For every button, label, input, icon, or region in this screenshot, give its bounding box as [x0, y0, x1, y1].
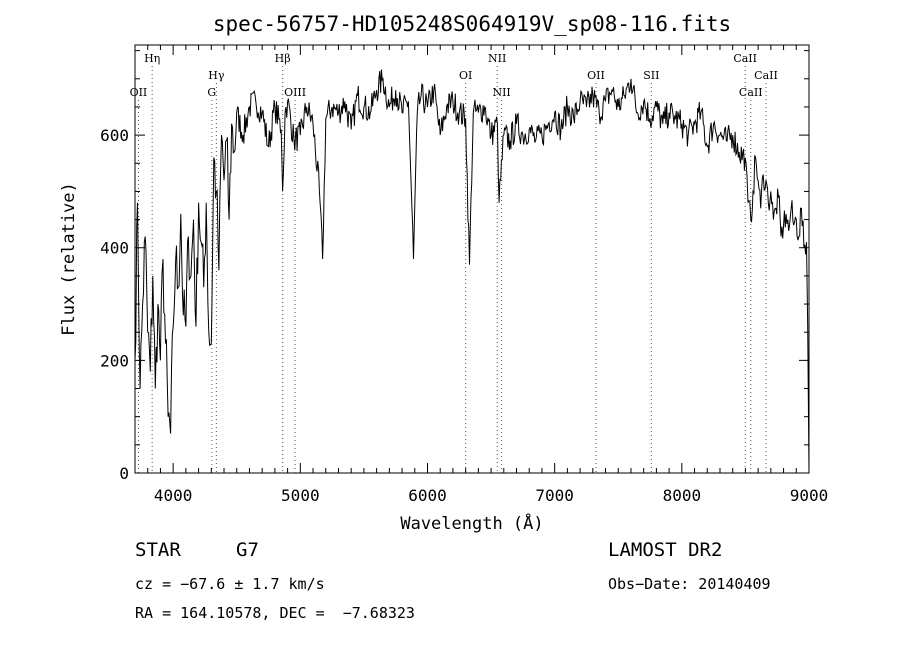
y-tick-label: 400: [100, 239, 129, 258]
line-marker-label: NII: [492, 86, 510, 99]
object-subclass: G7: [236, 539, 259, 561]
line-marker-label: SII: [643, 69, 659, 82]
survey-name: LAMOST DR2: [608, 539, 723, 561]
line-marker-label: G: [207, 86, 216, 99]
obs-date: Obs−Date: 20140409: [608, 575, 771, 593]
line-marker-label: OI: [459, 69, 472, 82]
redshift-readout: cz = −67.6 ± 1.7 km/s: [135, 575, 325, 593]
line-markers: OII Hη G Hγ Hβ OIII OI NII NII OII SII CaII CaII CaII: [130, 52, 778, 473]
line-marker-label: CaII: [733, 52, 757, 65]
y-tick-label: 200: [100, 351, 129, 370]
line-marker-label: CaII: [739, 86, 763, 99]
series-line-flux: [134, 69, 810, 474]
x-tick-label: 7000: [535, 486, 574, 505]
line-marker-label: OII: [587, 69, 605, 82]
x-tick-label: 4000: [154, 486, 193, 505]
line-marker-label: Hβ: [275, 52, 291, 65]
plot-frame: [134, 44, 810, 474]
chart-title: spec-56757-HD105248S064919V_sp08-116.fit…: [213, 12, 731, 36]
coordinates: RA = 164.10578, DEC = −7.68323: [135, 604, 415, 622]
object-class: STAR: [135, 539, 181, 561]
line-marker-label: NII: [488, 52, 506, 65]
y-axis-label: Flux (relative): [59, 182, 79, 336]
x-tick-label: 6000: [408, 486, 447, 505]
x-tick-label: 8000: [663, 486, 702, 505]
y-tick-label: 0: [119, 464, 129, 483]
x-tick-label: 9000: [790, 486, 829, 505]
axis-ticks: 4000 5000 6000 7000 8000 9000 0 200 400 600: [100, 45, 828, 505]
line-marker-label: OIII: [284, 86, 306, 99]
y-tick-label: 600: [100, 126, 129, 145]
x-tick-label: 5000: [281, 486, 320, 505]
x-axis-label: Wavelength (Å): [400, 512, 543, 534]
line-marker-label: OII: [130, 86, 148, 99]
line-marker-label: Hγ: [208, 69, 225, 82]
line-marker-label: Hη: [144, 52, 160, 65]
line-marker-label: CaII: [754, 69, 778, 82]
